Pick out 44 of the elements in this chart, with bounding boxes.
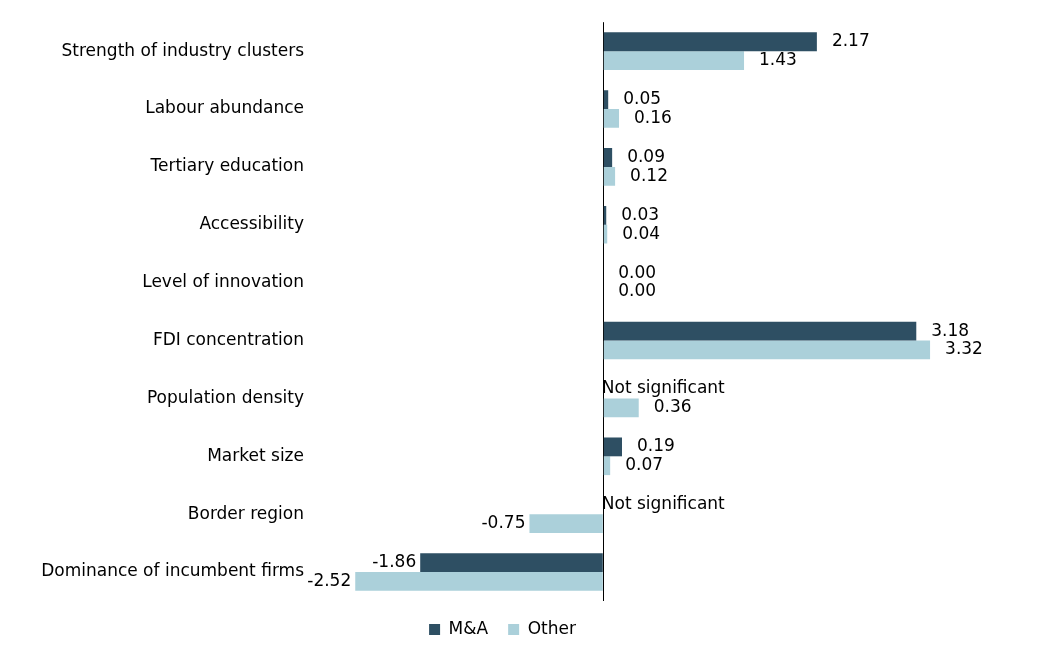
bar — [603, 109, 620, 128]
bar — [603, 32, 817, 52]
y-tick-label: Dominance of incumbent firms — [41, 560, 305, 581]
data-label: 0.09 — [627, 145, 665, 166]
bar — [355, 572, 603, 591]
data-label: 1.43 — [759, 48, 797, 69]
y-tick-label: Market size — [207, 444, 304, 465]
data-label: 2.17 — [831, 30, 870, 51]
bar — [603, 51, 745, 70]
y-tick-label: Strength of industry clusters — [61, 39, 305, 60]
data-label: 3.32 — [945, 338, 983, 359]
data-label: 0.12 — [630, 164, 668, 185]
data-label: 0.03 — [621, 203, 660, 224]
bar — [603, 166, 616, 186]
data-label: 0.19 — [636, 435, 675, 456]
legend-label: Other — [527, 617, 576, 638]
data-label: -0.75 — [481, 512, 526, 533]
y-tick-label: Population density — [146, 386, 304, 407]
y-tick-label: Border region — [187, 502, 304, 523]
data-label: 0.05 — [623, 88, 662, 109]
data-label: 3.18 — [931, 319, 970, 340]
bar — [603, 90, 609, 110]
legend-label: M&A — [448, 617, 489, 638]
bar — [420, 553, 603, 573]
bar — [603, 398, 639, 418]
data-label: 0.04 — [622, 222, 661, 243]
bar — [529, 514, 603, 533]
y-tick-label: Accessibility — [199, 213, 304, 234]
y-tick-label: Tertiary education — [149, 155, 304, 176]
data-label: -2.52 — [307, 569, 352, 590]
y-tick-label: Labour abundance — [145, 97, 304, 118]
bar — [603, 456, 611, 476]
y-tick-label: FDI concentration — [152, 328, 304, 349]
bar — [603, 437, 622, 457]
bar — [603, 340, 931, 360]
bar — [603, 321, 917, 341]
data-label: 0.00 — [618, 261, 657, 282]
data-label: 0.07 — [625, 454, 664, 475]
bar — [603, 148, 613, 167]
data-label: -1.86 — [372, 551, 417, 572]
data-label: 0.16 — [634, 106, 672, 127]
data-label: 0.00 — [618, 280, 657, 301]
data-label: 0.36 — [653, 396, 692, 417]
y-tick-label: Level of innovation — [142, 271, 304, 292]
